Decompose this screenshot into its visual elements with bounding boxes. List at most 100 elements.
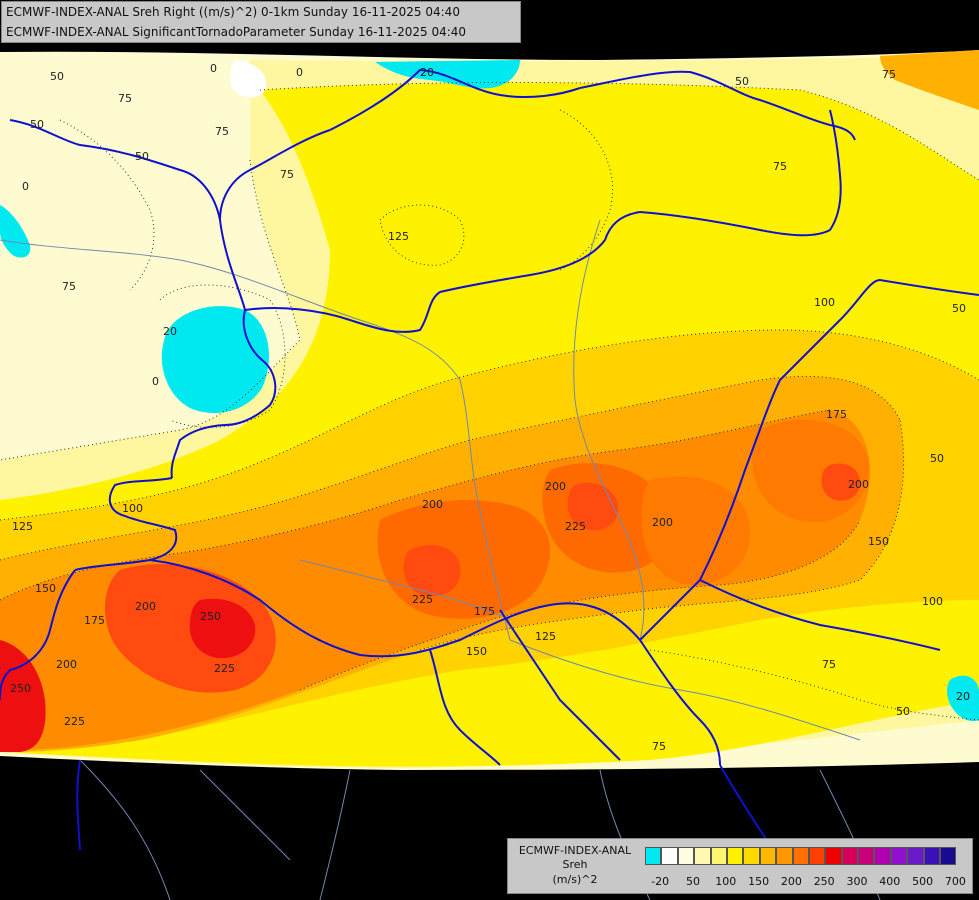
rivers: [0, 219, 881, 900]
legend-tick-label: 700: [944, 875, 966, 888]
contour-label: 50: [735, 75, 749, 88]
contour-label: 75: [118, 92, 132, 105]
legend-tick-label: 50: [686, 875, 700, 888]
contour-label: 225: [412, 593, 433, 606]
legend-swatch: [874, 847, 891, 865]
contour-label: 75: [280, 168, 294, 181]
contour-label: 225: [214, 662, 235, 675]
contour-label: 0: [296, 66, 303, 79]
contour-label: 200: [56, 658, 77, 671]
legend-swatch: [792, 847, 809, 865]
field-patch-northeast: [880, 50, 979, 110]
legend-swatch: [776, 847, 793, 865]
legend-tick-labels: -20 50 100 150 200 250 300 400 500 700: [645, 875, 975, 889]
contour-label: 125: [12, 520, 33, 533]
contour-label: 50: [930, 452, 944, 465]
contour-label: 200: [545, 480, 566, 493]
contour-label: 20: [956, 690, 970, 703]
contour-label: 20: [163, 325, 177, 338]
contour-label: 175: [474, 605, 495, 618]
legend-swatch: [726, 847, 744, 865]
contour-label: 50: [30, 118, 44, 131]
contour-label: 175: [84, 614, 105, 627]
legend-tick-label: -20: [651, 875, 670, 888]
contour-label: 250: [200, 610, 221, 623]
legend-swatch: [907, 847, 924, 865]
contour-label: 50: [135, 150, 149, 163]
field-core-hungary: [377, 500, 550, 619]
contour-label: 100: [122, 502, 143, 515]
legend-swatch: [710, 847, 727, 865]
contour-label: 0: [22, 180, 29, 193]
contour-label: 50: [952, 302, 966, 315]
legend-tick-label: 150: [748, 875, 770, 888]
contour-label: 75: [882, 68, 896, 81]
contour-label: 50: [896, 705, 910, 718]
legend-swatch: [940, 847, 957, 865]
country-borders: [0, 68, 979, 861]
contour-label: 75: [215, 125, 229, 138]
legend-unit: (m/s)^2: [552, 873, 598, 886]
legend-swatch: [808, 847, 826, 865]
contour-label: 125: [535, 630, 556, 643]
legend-variable: Sreh: [562, 858, 588, 871]
legend-tick-label: 250: [813, 875, 835, 888]
legend-swatch: [694, 847, 711, 865]
contour-label: 20: [420, 66, 434, 79]
contour-label: 225: [565, 520, 586, 533]
field-core-hungary-inner: [403, 545, 461, 597]
legend-tick-label: 100: [715, 875, 737, 888]
legend-tick-label: 200: [780, 875, 802, 888]
contour-label: 100: [922, 595, 943, 608]
contour-label: 200: [848, 478, 869, 491]
field-negative-austria: [161, 306, 269, 414]
contour-label: 75: [822, 658, 836, 671]
legend-swatch: [923, 847, 941, 865]
field-core-slovenia: [189, 598, 256, 659]
legend-swatches: [645, 847, 957, 865]
contour-label: 75: [652, 740, 666, 753]
contour-label: 200: [422, 498, 443, 511]
legend-source: ECMWF-INDEX-ANAL: [518, 844, 632, 857]
legend-swatch: [841, 847, 859, 865]
legend-swatch: [890, 847, 908, 865]
contour-label: 250: [10, 682, 31, 695]
legend-tick-label: 300: [846, 875, 868, 888]
contour-label: 50: [50, 70, 64, 83]
legend-tick-label: 500: [912, 875, 934, 888]
field-core-east-inner: [567, 482, 619, 531]
legend-swatch: [677, 847, 695, 865]
contour-label: 225: [64, 715, 85, 728]
legend-swatch: [825, 847, 842, 865]
field-negative-north: [375, 60, 520, 89]
title-panel: ECMWF-INDEX-ANAL Sreh Right ((m/s)^2) 0-…: [1, 1, 521, 43]
color-legend: ECMWF-INDEX-ANAL Sreh (m/s)^2 -20 50 100 15…: [507, 838, 973, 894]
contour-label: 100: [814, 296, 835, 309]
contour-label: 150: [868, 535, 889, 548]
title-line-sreh: ECMWF-INDEX-ANAL Sreh Right ((m/s)^2) 0-…: [6, 5, 460, 19]
legend-swatch: [743, 847, 760, 865]
contour-label: 0: [152, 375, 159, 388]
legend-swatch: [645, 847, 662, 865]
contour-label: 150: [35, 582, 56, 595]
contour-lines: [0, 82, 979, 721]
legend-swatch: [661, 847, 678, 865]
contour-label: 125: [388, 230, 409, 243]
contour-label: 150: [466, 645, 487, 658]
legend-tick-label: 400: [879, 875, 901, 888]
legend-swatch: [858, 847, 875, 865]
contour-label: 200: [135, 600, 156, 613]
legend-swatch: [759, 847, 777, 865]
contour-label: 175: [826, 408, 847, 421]
contour-labels: 0 0 20 50 75 50 50 75 75 50 0 75 75 125 …: [10, 62, 970, 753]
title-line-stp: ECMWF-INDEX-ANAL SignificantTornadoParam…: [6, 25, 467, 39]
field-core-romania: [641, 476, 750, 586]
contour-label: 75: [62, 280, 76, 293]
field-core-left-edge: [0, 640, 46, 752]
contour-label: 200: [652, 516, 673, 529]
field-white-patch: [229, 60, 267, 98]
field-negative-west: [0, 205, 31, 258]
contour-label: 75: [773, 160, 787, 173]
